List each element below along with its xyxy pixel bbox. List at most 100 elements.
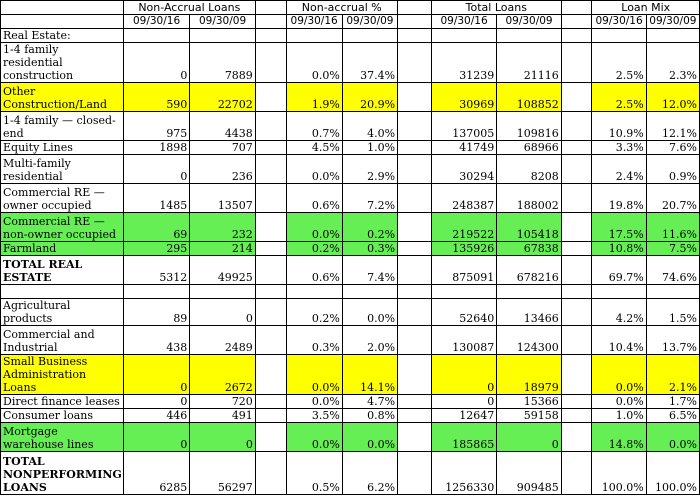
cell-total-16: 0: [430, 354, 498, 395]
header-group-row: Non-Accrual Loans Non-accrual % Total Lo…: [0, 0, 700, 15]
gap-cell: [560, 422, 593, 452]
cell-mix-09: [645, 28, 700, 43]
gap-cell: [254, 422, 287, 452]
cell-pct-16: 0.7%: [285, 111, 343, 141]
cell-total-09: 21116: [496, 42, 562, 83]
table-row: Equity Lines 1898 707 4.5% 1.0% 41749 68966 3.3…: [0, 140, 700, 155]
cell-pct-09: 0.2%: [341, 212, 399, 242]
cell-total-16: 31239: [430, 42, 498, 83]
cell-total-16: 0: [430, 394, 498, 409]
gap-cell: [560, 82, 593, 112]
cell-total-16: [430, 284, 498, 299]
cell-mix-16: 69.7%: [591, 255, 647, 285]
gap-cell: [560, 284, 593, 299]
cell-mix-16: 17.5%: [591, 212, 647, 242]
row-label: Mortgage warehouse lines: [0, 422, 124, 452]
cell-nonaccrual-16: 1898: [122, 140, 191, 155]
cell-pct-16: 0.5%: [285, 451, 343, 495]
cell-nonaccrual-09: 2672: [189, 354, 256, 395]
cell-nonaccrual-16: 89: [122, 298, 191, 326]
cell-total-09: 59158: [496, 408, 562, 423]
cell-nonaccrual-09: 236: [189, 154, 256, 184]
cell-mix-09: 100.0%: [645, 451, 700, 495]
cell-nonaccrual-09: 13507: [189, 183, 256, 213]
cell-pct-16: 0.0%: [285, 394, 343, 409]
gap-cell: [560, 140, 593, 155]
cell-total-09: 109816: [496, 111, 562, 141]
cell-mix-09: 74.6%: [645, 255, 700, 285]
gap-cell: [254, 451, 287, 495]
gap-cell: [560, 255, 593, 285]
cell-pct-16: 1.9%: [285, 82, 343, 112]
cell-pct-09: 7.2%: [341, 183, 399, 213]
cell-total-16: [430, 28, 498, 43]
cell-pct-09: 37.4%: [341, 42, 399, 83]
cell-total-16: 1256330: [430, 451, 498, 495]
cell-mix-09: 2.1%: [645, 354, 700, 395]
cell-mix-16: 19.8%: [591, 183, 647, 213]
cell-pct-16: 4.5%: [285, 140, 343, 155]
gap-cell: [397, 284, 432, 299]
gap-cell: [397, 14, 432, 29]
cell-pct-09: 0.0%: [341, 422, 399, 452]
cell-nonaccrual-16: 1485: [122, 183, 191, 213]
cell-mix-16: 10.9%: [591, 111, 647, 141]
gap-cell: [560, 325, 593, 355]
cell-mix-09: 7.5%: [645, 241, 700, 256]
cell-total-16: 875091: [430, 255, 498, 285]
table-row: Commercial RE — owner occupied 1485 13507 0…: [0, 183, 700, 213]
cell-total-16: 52640: [430, 298, 498, 326]
gap-cell: [560, 354, 593, 395]
cell-pct-16: [285, 284, 343, 299]
cell-pct-09: 6.2%: [341, 451, 399, 495]
cell-mix-16: 10.4%: [591, 325, 647, 355]
cell-pct-16: 3.5%: [285, 408, 343, 423]
gap-cell: [397, 241, 432, 256]
cell-nonaccrual-16: 69: [122, 212, 191, 242]
date-header: 09/30/16: [285, 14, 343, 29]
cell-nonaccrual-16: [122, 284, 191, 299]
table-row: Agricultural products 89 0 0.2% 0.0% 52640 134…: [0, 298, 700, 326]
cell-pct-09: 1.0%: [341, 140, 399, 155]
date-header: 09/30/16: [591, 14, 647, 29]
cell-mix-16: 0.0%: [591, 394, 647, 409]
cell-total-16: 130087: [430, 325, 498, 355]
gap-cell: [397, 255, 432, 285]
cell-nonaccrual-09: 214: [189, 241, 256, 256]
gap-cell: [254, 325, 287, 355]
cell-pct-16: 0.6%: [285, 255, 343, 285]
cell-pct-09: [341, 284, 399, 299]
gap-cell: [560, 298, 593, 326]
gap-cell: [254, 42, 287, 83]
group-nonaccrual-loans: Non-Accrual Loans: [122, 0, 256, 15]
cell-nonaccrual-16: 438: [122, 325, 191, 355]
cell-total-09: 188002: [496, 183, 562, 213]
cell-mix-16: 10.8%: [591, 241, 647, 256]
row-label: Consumer loans: [0, 408, 124, 423]
gap-cell: [254, 14, 287, 29]
gap-cell: [254, 82, 287, 112]
header-date-row: 09/30/16 09/30/09 09/30/16 09/30/09 09/3…: [0, 14, 700, 29]
cell-mix-16: 100.0%: [591, 451, 647, 495]
cell-mix-09: 0.0%: [645, 422, 700, 452]
cell-total-16: 137005: [430, 111, 498, 141]
gap-cell: [560, 111, 593, 141]
cell-mix-09: 0.9%: [645, 154, 700, 184]
gap-cell: [560, 28, 593, 43]
gap-cell: [397, 183, 432, 213]
row-label: Commercial RE — non-owner occupied: [0, 212, 124, 242]
cell-pct-16: 0.0%: [285, 422, 343, 452]
cell-nonaccrual-16: 5312: [122, 255, 191, 285]
row-label: 1-4 family residential construction: [0, 42, 124, 83]
date-header: 09/30/09: [645, 14, 700, 29]
cell-mix-09: 11.6%: [645, 212, 700, 242]
row-label: Multi-family residential: [0, 154, 124, 184]
table-row: Commercial and Industrial 438 2489 0.3% 2.0%…: [0, 325, 700, 355]
cell-nonaccrual-09: 0: [189, 298, 256, 326]
gap-cell: [397, 154, 432, 184]
gap-cell: [560, 154, 593, 184]
table-row: Mortgage warehouse lines 0 0 0.0% 0.0% 185865…: [0, 422, 700, 452]
table-row: Farmland 295 214 0.2% 0.3% 135926 67838 10.8% 7.…: [0, 241, 700, 256]
row-label: 1-4 family — closed-end: [0, 111, 124, 141]
cell-nonaccrual-16: [122, 28, 191, 43]
